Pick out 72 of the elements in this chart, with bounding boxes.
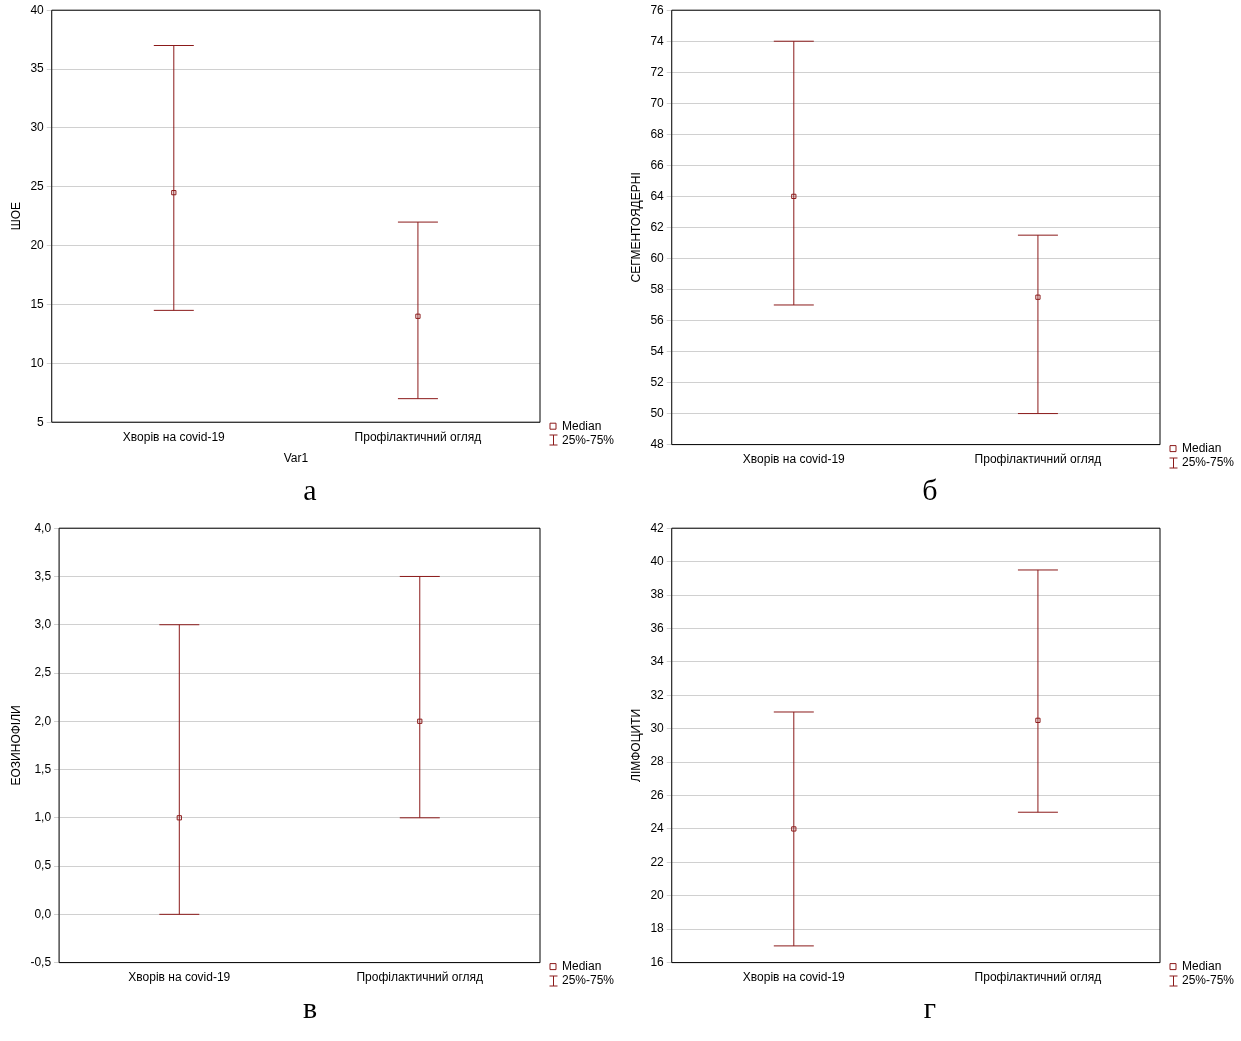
x-axis-title: Var1 <box>283 451 309 466</box>
y-tick-label: 1,5 <box>34 761 52 776</box>
y-tick-label: 0,5 <box>34 858 52 873</box>
y-tick-label: 38 <box>650 587 665 602</box>
y-tick-label: 66 <box>650 157 665 172</box>
y-tick-label: 32 <box>650 687 665 702</box>
y-tick-label: 40 <box>30 2 45 17</box>
y-axis-title: ЛІМФОЦИТИ <box>628 708 643 782</box>
y-tick-label: -0,5 <box>30 954 52 969</box>
x-tick-label: Профілактичний огляд <box>974 452 1102 467</box>
text: б <box>921 472 939 508</box>
y-tick-label: 50 <box>650 405 665 420</box>
y-tick-label: 60 <box>650 250 665 265</box>
x-tick-label: Хворів на covid-19 <box>742 452 846 467</box>
y-tick-label: 76 <box>650 2 665 17</box>
x-tick-label: Хворів на covid-19 <box>742 970 846 985</box>
legend-label: Median <box>1182 440 1222 455</box>
y-tick-label: 2,5 <box>34 665 52 680</box>
x-tick-label: Профілактичний огляд <box>354 429 482 444</box>
y-tick-label: 68 <box>650 126 665 141</box>
legend-label: Median <box>562 958 602 973</box>
y-tick-label: 34 <box>650 654 665 669</box>
text: а <box>302 472 318 508</box>
text: 25%-75% <box>562 972 615 987</box>
y-tick-label: 25 <box>30 179 45 194</box>
y-axis-title: ЕОЗИНОФІЛИ <box>8 705 23 786</box>
y-tick-label: 36 <box>650 620 665 635</box>
x-tick-label: Хворів на covid-19 <box>128 970 231 985</box>
y-tick-label: 1,0 <box>34 810 52 825</box>
y-tick-label: 58 <box>650 281 665 296</box>
y-tick-label: 18 <box>650 921 665 936</box>
y-tick-label: 54 <box>650 343 665 358</box>
y-tick-label: 74 <box>650 33 665 48</box>
y-tick-label: 2,0 <box>34 713 52 728</box>
y-tick-label: 24 <box>650 821 665 836</box>
y-tick-label: 48 <box>650 436 665 451</box>
y-tick-label: 3,5 <box>34 568 52 583</box>
y-tick-label: 70 <box>650 95 665 110</box>
y-tick-label: 62 <box>650 219 665 234</box>
legend-label: Median <box>562 418 602 433</box>
text: в <box>301 990 319 1026</box>
y-tick-label: 30 <box>650 721 665 735</box>
y-tick-label: 4,0 <box>34 520 52 535</box>
y-axis-title: СЕГМЕНТОЯДЕРНІ <box>628 172 643 283</box>
text: г <box>922 990 938 1026</box>
y-tick-label: 20 <box>650 888 665 903</box>
x-tick-label: Хворів на covid-19 <box>122 429 226 444</box>
y-tick-label: 20 <box>30 237 45 252</box>
y-tick-label: 26 <box>650 787 665 802</box>
y-tick-label: 5 <box>37 414 45 429</box>
y-axis-title: ШОЕ <box>8 202 23 231</box>
legend-label: Median <box>1182 958 1222 973</box>
x-tick-label: Профілактичний огляд <box>974 970 1102 985</box>
text: 25%-75% <box>1182 972 1235 987</box>
y-tick-label: 30 <box>30 120 45 135</box>
y-tick-label: 42 <box>650 520 665 535</box>
text: 25%-75% <box>1182 454 1235 469</box>
y-tick-label: 0,0 <box>34 906 52 921</box>
y-tick-label: 22 <box>650 854 665 869</box>
y-tick-label: 15 <box>30 296 45 311</box>
x-tick-label: Профілактичний огляд <box>356 970 484 985</box>
text: 25%-75% <box>562 432 615 447</box>
y-tick-label: 3,0 <box>34 617 52 632</box>
y-tick-label: 56 <box>650 312 665 327</box>
y-tick-label: 35 <box>30 61 45 76</box>
y-tick-label: 28 <box>650 754 665 769</box>
y-tick-label: 52 <box>650 374 665 389</box>
y-tick-label: 40 <box>650 553 665 568</box>
y-tick-label: 64 <box>650 188 665 203</box>
y-tick-label: 72 <box>650 64 665 79</box>
y-tick-label: 16 <box>650 954 665 969</box>
y-tick-label: 10 <box>30 355 45 370</box>
